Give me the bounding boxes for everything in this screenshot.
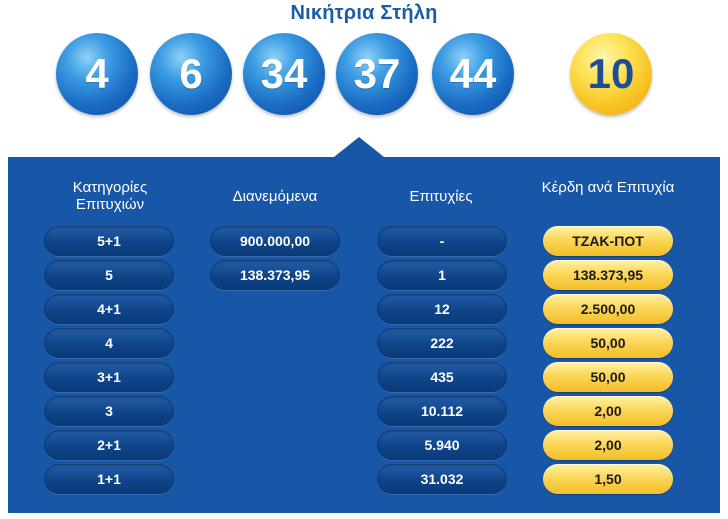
drawn-number-ball: 4 — [56, 33, 138, 115]
winners-cell: 10.112 — [377, 396, 507, 426]
prize-cell: 2,00 — [543, 396, 673, 426]
header-winners: Επιτυχίες — [409, 188, 473, 205]
category-cell: 4 — [44, 328, 174, 358]
winners-cell: 31.032 — [377, 464, 507, 494]
drawn-number-ball: 6 — [150, 33, 232, 115]
winners-cell: 222 — [377, 328, 507, 358]
prize-cell: 50,00 — [543, 362, 673, 392]
distributed-cell: 138.373,95 — [210, 260, 340, 290]
prize-cell: 138.373,95 — [543, 260, 673, 290]
prize-cell: ΤΖΑΚ-ΠΟΤ — [543, 226, 673, 256]
category-cell: 3+1 — [44, 362, 174, 392]
header-distributed: Διανεμόμενα — [232, 188, 318, 205]
prize-cell: 2,00 — [543, 430, 673, 460]
category-cell: 5+1 — [44, 226, 174, 256]
category-cell: 1+1 — [44, 464, 174, 494]
header-prize-per-winner: Κέρδη ανά Επιτυχία — [541, 179, 675, 196]
category-cell: 5 — [44, 260, 174, 290]
winners-cell: 435 — [377, 362, 507, 392]
winners-cell: 1 — [377, 260, 507, 290]
category-cell: 2+1 — [44, 430, 174, 460]
winners-cell: - — [377, 226, 507, 256]
winners-cell: 12 — [377, 294, 507, 324]
drawn-number-ball: 37 — [336, 33, 418, 115]
winners-cell: 5.940 — [377, 430, 507, 460]
prize-cell: 50,00 — [543, 328, 673, 358]
category-cell: 4+1 — [44, 294, 174, 324]
joker-number-ball: 10 — [570, 33, 652, 115]
drawn-number-ball: 44 — [432, 33, 514, 115]
winning-column-title: Νικήτρια Στήλη — [290, 2, 438, 24]
distributed-cell: 900.000,00 — [210, 226, 340, 256]
panel-pointer-arrow — [334, 137, 384, 157]
drawn-number-ball: 34 — [243, 33, 325, 115]
prize-cell: 2.500,00 — [543, 294, 673, 324]
results-panel: Κατηγορίες Επιτυχιών Διανεμόμενα Επιτυχί… — [8, 157, 720, 513]
prize-cell: 1,50 — [543, 464, 673, 494]
category-cell: 3 — [44, 396, 174, 426]
header-categories: Κατηγορίες Επιτυχιών — [72, 179, 148, 213]
